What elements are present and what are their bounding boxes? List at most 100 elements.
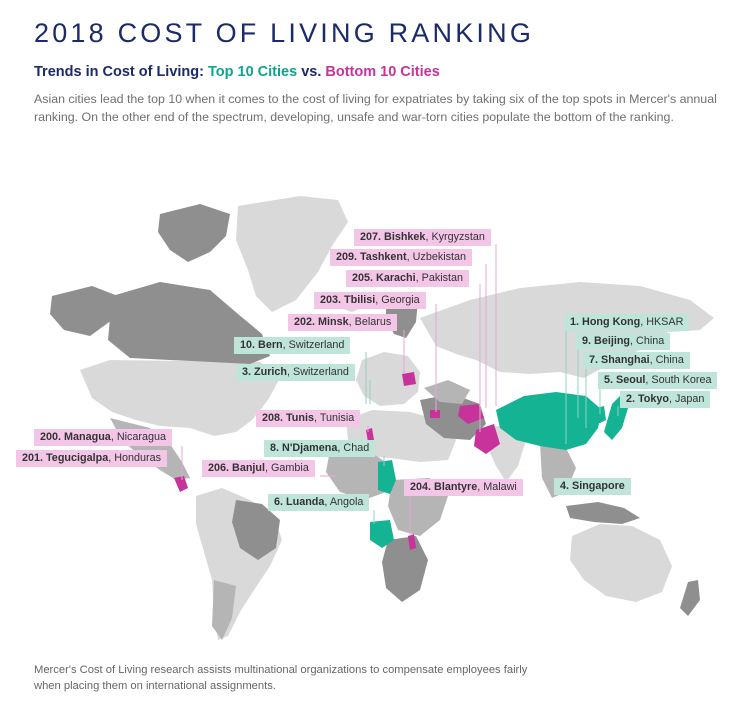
label-city: N'Djamena	[282, 442, 338, 454]
label-city: Tashkent	[360, 251, 407, 263]
footer-text: Mercer's Cost of Living research assists…	[34, 664, 528, 692]
label-rank: 202.	[294, 316, 316, 328]
label-city: Karachi	[376, 272, 416, 284]
label-country: Japan	[675, 393, 705, 405]
label-seoul: 5. Seoul, South Korea	[598, 372, 718, 389]
label-rank: 8.	[270, 442, 280, 454]
label-country: Kyrgyzstan	[431, 231, 485, 243]
label-bern: 10. Bern, Switzerland	[234, 337, 351, 354]
label-tegucigalpa: 201. Tegucigalpa, Honduras	[16, 450, 168, 467]
arctic-islands	[158, 204, 230, 262]
label-city: Beijing	[594, 335, 631, 347]
label-tunis: 208. Tunis, Tunisia	[256, 410, 361, 427]
label-country: Gambia	[271, 462, 309, 474]
label-zurich: 3. Zurich, Switzerland	[236, 364, 355, 381]
belarus-region	[402, 372, 416, 386]
label-tbilisi: 203. Tbilisi, Georgia	[314, 292, 426, 309]
label-rank: 3.	[242, 366, 252, 378]
brazil-east	[232, 500, 280, 560]
label-bishkek: 207. Bishkek, Kyrgyzstan	[354, 229, 491, 246]
label-tashkent: 209. Tashkent, Uzbekistan	[330, 249, 473, 266]
label-beijing: 9. Beijing, China	[576, 333, 671, 350]
label-hongkong: 1. Hong Kong, HKSAR	[564, 314, 690, 331]
label-city: Managua	[64, 431, 111, 443]
subtitle-prefix: Trends in Cost of Living:	[34, 64, 208, 80]
korea-region	[596, 406, 606, 424]
label-city: Bern	[258, 339, 283, 351]
label-rank: 209.	[336, 251, 358, 263]
label-rank: 205.	[352, 272, 374, 284]
label-tokyo: 2. Tokyo, Japan	[620, 391, 711, 408]
label-rank: 200.	[40, 431, 62, 443]
label-city: Hong Kong	[582, 316, 641, 328]
label-city: Tokyo	[638, 393, 670, 405]
subtitle-bottom: Bottom 10 Cities	[325, 64, 440, 80]
label-rank: 207.	[360, 231, 382, 243]
label-rank: 206.	[208, 462, 230, 474]
label-country: Malawi	[483, 481, 517, 493]
label-city: Blantyre	[434, 481, 478, 493]
label-country: Switzerland	[293, 366, 349, 378]
label-country: China	[636, 335, 665, 347]
west-africa	[326, 450, 392, 500]
chad-region	[378, 460, 396, 494]
angola-region	[370, 520, 394, 548]
label-city: Singapore	[572, 480, 625, 492]
australia	[570, 524, 672, 602]
label-city: Seoul	[616, 374, 646, 386]
label-ndjamena: 8. N'Djamena, Chad	[264, 440, 376, 457]
subtitle-vs: vs.	[297, 64, 326, 80]
intro-text: Asian cities lead the top 10 when it com…	[34, 92, 717, 124]
canada	[108, 282, 270, 364]
mexico	[110, 418, 190, 480]
label-rank: 203.	[320, 294, 342, 306]
label-country: Belarus	[354, 316, 392, 328]
georgia-region	[430, 410, 440, 418]
label-city: Tbilisi	[344, 294, 376, 306]
uzbekistan-region	[458, 404, 484, 424]
label-country: Nicaragua	[116, 431, 167, 443]
label-country: Georgia	[381, 294, 420, 306]
label-rank: 7.	[589, 354, 599, 366]
label-country: Angola	[329, 496, 364, 508]
new-zealand	[680, 580, 700, 616]
malawi-region	[408, 534, 416, 550]
label-karachi: 205. Karachi, Pakistan	[346, 270, 470, 287]
label-country: HKSAR	[646, 316, 684, 328]
label-rank: 201.	[22, 452, 44, 464]
label-city: Tunis	[286, 412, 315, 424]
label-city: Banjul	[232, 462, 266, 474]
nicaragua-region	[174, 476, 188, 492]
label-country: China	[655, 354, 684, 366]
label-city: Luanda	[286, 496, 325, 508]
label-city: Shanghai	[601, 354, 650, 366]
indonesia	[566, 502, 640, 524]
label-rank: 208.	[262, 412, 284, 424]
label-singapore: 4. Singapore	[554, 478, 631, 495]
page-title: 2018 COST OF LIVING RANKING	[34, 18, 535, 48]
label-rank: 10.	[240, 339, 256, 351]
label-rank: 5.	[604, 374, 614, 386]
label-managua: 200. Managua, Nicaragua	[34, 429, 173, 446]
label-country: Pakistan	[421, 272, 464, 284]
label-banjul: 206. Banjul, Gambia	[202, 460, 315, 477]
argentina	[212, 580, 236, 640]
greenland	[236, 196, 348, 312]
label-shanghai: 7. Shanghai, China	[583, 352, 690, 369]
highlight-top10	[370, 392, 628, 548]
usa	[80, 360, 280, 436]
subtitle: Trends in Cost of Living: Top 10 Cities …	[34, 64, 440, 80]
label-city: Zurich	[254, 366, 288, 378]
label-rank: 9.	[582, 335, 592, 347]
label-rank: 2.	[626, 393, 636, 405]
label-rank: 204.	[410, 481, 432, 493]
label-country: Tunisia	[319, 412, 355, 424]
label-luanda: 6. Luanda, Angola	[268, 494, 370, 511]
subtitle-top: Top 10 Cities	[208, 64, 298, 80]
label-country: Chad	[343, 442, 370, 454]
label-blantyre: 204. Blantyre, Malawi	[404, 479, 523, 496]
label-city: Tegucigalpa	[46, 452, 109, 464]
label-country: Honduras	[114, 452, 162, 464]
label-rank: 1.	[570, 316, 580, 328]
